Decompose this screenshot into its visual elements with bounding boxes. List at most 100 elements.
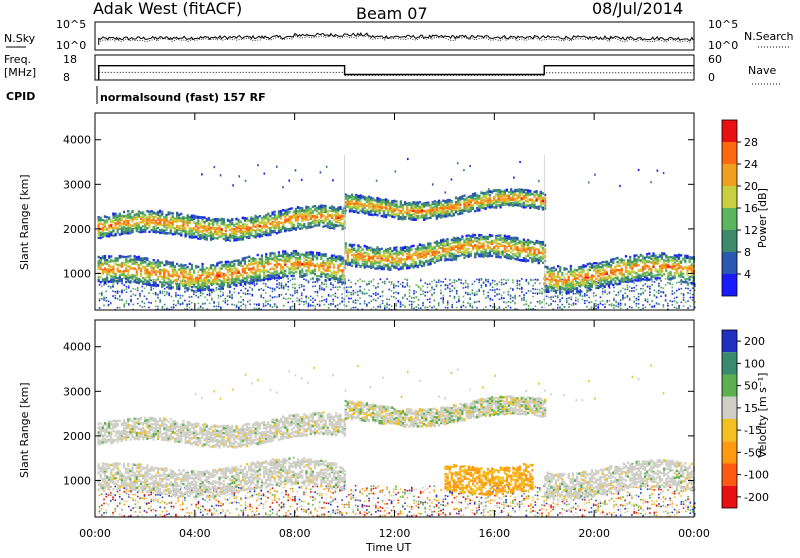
- range-gate-cell: [184, 264, 186, 266]
- range-gate-cell: [182, 221, 184, 223]
- range-gate-cell: [263, 218, 265, 220]
- range-gate-cell: [327, 266, 329, 268]
- range-gate-cell: [131, 259, 133, 261]
- range-gate-cell: [382, 281, 384, 283]
- range-gate-cell: [341, 293, 343, 295]
- range-gate-cell: [136, 227, 138, 229]
- range-gate-cell: [243, 292, 245, 294]
- range-gate-cell: [257, 228, 259, 230]
- range-gate-cell: [104, 262, 106, 264]
- range-gate-cell: [240, 305, 242, 307]
- range-gate-cell: [280, 222, 282, 224]
- range-gate-cell: [485, 297, 487, 299]
- range-gate-cell: [692, 294, 694, 296]
- range-gate-cell: [157, 218, 159, 220]
- range-gate-cell: [487, 295, 489, 297]
- range-gate-cell: [248, 236, 250, 238]
- noise-right-tick-top: 10^5: [708, 18, 738, 31]
- range-gate-cell: [537, 279, 539, 281]
- range-gate-cell: [210, 231, 212, 233]
- range-gate-cell: [265, 214, 267, 216]
- range-gate-cell: [121, 280, 123, 282]
- range-gate-cell: [323, 283, 325, 285]
- range-gate-cell: [305, 302, 307, 304]
- range-gate-cell: [265, 262, 267, 264]
- range-gate-cell: [636, 298, 638, 300]
- range-gate-cell: [297, 215, 299, 217]
- range-gate-cell: [586, 295, 588, 297]
- range-gate-cell: [368, 211, 370, 213]
- range-gate-cell: [568, 303, 570, 305]
- range-gate-cell: [136, 277, 138, 279]
- noise-panel-frame: [95, 22, 694, 50]
- range-gate-cell: [299, 299, 301, 301]
- range-gate-cell: [148, 218, 150, 220]
- range-gate-cell: [359, 286, 361, 288]
- range-gate-cell: [341, 223, 343, 225]
- range-gate-cell: [476, 291, 478, 293]
- range-gate-cell: [406, 204, 408, 206]
- range-gate-cell: [165, 270, 167, 272]
- range-gate-cell: [164, 291, 166, 293]
- range-gate-cell: [532, 292, 534, 294]
- range-gate-cell: [155, 279, 157, 281]
- range-gate-cell: [395, 305, 397, 307]
- range-gate-cell: [248, 282, 250, 284]
- range-gate-cell: [355, 211, 357, 213]
- range-gate-cell: [229, 278, 231, 280]
- range-gate-cell: [209, 293, 211, 295]
- range-gate-cell: [269, 215, 271, 217]
- range-gate-cell: [106, 259, 108, 261]
- range-gate-cell: [119, 215, 121, 217]
- range-gate-cell: [276, 260, 278, 262]
- range-gate-cell: [243, 286, 245, 288]
- range-gate-cell: [238, 307, 240, 309]
- range-gate-cell: [284, 219, 286, 221]
- range-gate-cell: [201, 216, 203, 218]
- range-gate-cell: [463, 296, 465, 298]
- range-gate-cell: [427, 307, 429, 309]
- range-gate-cell: [112, 276, 114, 278]
- range-gate-cell: [397, 293, 399, 295]
- range-gate-cell: [312, 258, 314, 260]
- range-gate-cell: [212, 264, 214, 266]
- range-gate-cell: [134, 275, 136, 277]
- range-gate-cell: [651, 300, 653, 302]
- range-gate-cell: [168, 226, 170, 228]
- range-gate-cell: [415, 284, 417, 286]
- range-gate-cell: [357, 280, 359, 282]
- range-gate-cell: [636, 303, 638, 305]
- range-gate-cell: [332, 284, 334, 286]
- range-gate-cell: [535, 289, 537, 291]
- range-gate-cell: [429, 283, 431, 285]
- range-gate-cell: [303, 278, 305, 280]
- range-gate-cell: [370, 200, 372, 202]
- range-gate-cell: [254, 285, 256, 287]
- range-gate-cell: [267, 233, 269, 235]
- range-gate-cell: [327, 277, 329, 279]
- range-gate-cell: [199, 223, 201, 225]
- range-gate-cell: [176, 271, 178, 273]
- range-gate-cell: [305, 279, 307, 281]
- range-gate-cell: [395, 213, 397, 215]
- range-gate-cell: [604, 303, 606, 305]
- range-gate-cell: [427, 286, 429, 288]
- range-gate-cell: [119, 270, 121, 272]
- range-gate-cell: [301, 210, 303, 212]
- range-gate-cell: [402, 304, 404, 306]
- range-gate-cell: [291, 268, 293, 270]
- range-gate-cell: [238, 227, 240, 229]
- range-gate-cell: [566, 302, 568, 304]
- range-gate-cell: [327, 222, 329, 224]
- range-gate-cell: [494, 289, 496, 291]
- range-gate-cell: [246, 236, 248, 238]
- range-gate-cell: [146, 218, 148, 220]
- range-gate-cell: [238, 277, 240, 279]
- range-gate-cell: [665, 295, 667, 297]
- range-gate-cell: [548, 297, 550, 299]
- range-gate-cell: [114, 233, 116, 235]
- range-gate-cell: [100, 260, 102, 262]
- range-gate-cell: [320, 273, 322, 275]
- range-gate-cell: [99, 307, 101, 309]
- range-gate-cell: [146, 216, 148, 218]
